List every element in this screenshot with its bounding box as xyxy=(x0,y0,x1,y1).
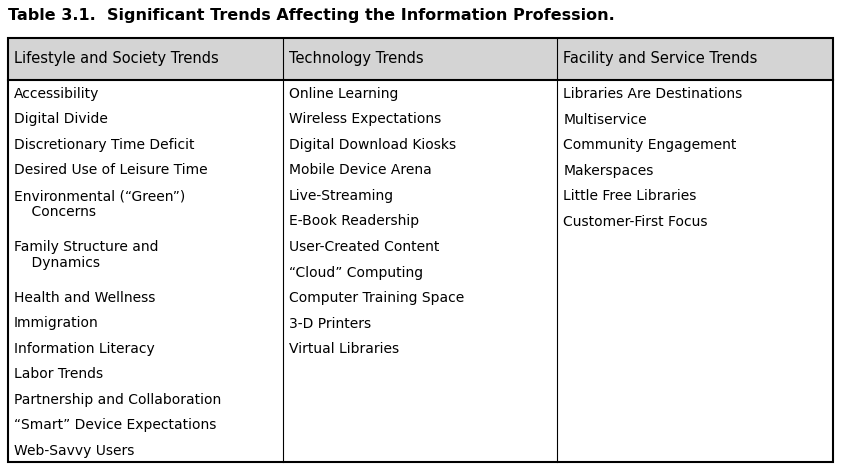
Text: Technology Trends: Technology Trends xyxy=(288,52,423,66)
Text: Live-Streaming: Live-Streaming xyxy=(288,189,394,203)
Text: Partnership and Collaboration: Partnership and Collaboration xyxy=(14,393,221,407)
Text: Discretionary Time Deficit: Discretionary Time Deficit xyxy=(14,138,194,152)
Bar xyxy=(8,38,283,80)
Bar xyxy=(558,38,833,80)
Text: Digital Divide: Digital Divide xyxy=(14,112,108,126)
Text: Accessibility: Accessibility xyxy=(14,87,99,101)
Text: Community Engagement: Community Engagement xyxy=(563,138,737,152)
Text: Libraries Are Destinations: Libraries Are Destinations xyxy=(563,87,743,101)
Bar xyxy=(558,80,833,462)
Text: E-Book Readership: E-Book Readership xyxy=(288,214,419,228)
Text: Immigration: Immigration xyxy=(14,316,98,330)
Text: Digital Download Kiosks: Digital Download Kiosks xyxy=(288,138,456,152)
Bar xyxy=(283,80,558,462)
Text: Little Free Libraries: Little Free Libraries xyxy=(563,189,697,203)
Bar xyxy=(283,38,558,80)
Text: Multiservice: Multiservice xyxy=(563,112,647,126)
Text: Environmental (“Green”)
    Concerns: Environmental (“Green”) Concerns xyxy=(14,189,185,219)
Text: Lifestyle and Society Trends: Lifestyle and Society Trends xyxy=(14,52,219,66)
Text: “Cloud” Computing: “Cloud” Computing xyxy=(288,266,423,280)
Text: Wireless Expectations: Wireless Expectations xyxy=(288,112,441,126)
Text: Makerspaces: Makerspaces xyxy=(563,164,653,178)
Text: Customer-First Focus: Customer-First Focus xyxy=(563,214,708,228)
Text: Labor Trends: Labor Trends xyxy=(14,368,103,382)
Text: “Smart” Device Expectations: “Smart” Device Expectations xyxy=(14,418,216,432)
Text: Table 3.1.  Significant Trends Affecting the Information Profession.: Table 3.1. Significant Trends Affecting … xyxy=(8,8,615,23)
Text: Online Learning: Online Learning xyxy=(288,87,398,101)
Bar xyxy=(8,80,283,462)
Text: User-Created Content: User-Created Content xyxy=(288,240,439,254)
Text: Facility and Service Trends: Facility and Service Trends xyxy=(563,52,758,66)
Text: Web-Savvy Users: Web-Savvy Users xyxy=(14,444,135,458)
Text: Computer Training Space: Computer Training Space xyxy=(288,291,464,305)
Text: Family Structure and
    Dynamics: Family Structure and Dynamics xyxy=(14,240,158,270)
Text: 3-D Printers: 3-D Printers xyxy=(288,316,371,330)
Text: Virtual Libraries: Virtual Libraries xyxy=(288,342,399,356)
Text: Information Literacy: Information Literacy xyxy=(14,342,155,356)
Text: Mobile Device Arena: Mobile Device Arena xyxy=(288,164,431,178)
Text: Desired Use of Leisure Time: Desired Use of Leisure Time xyxy=(14,164,208,178)
Text: Health and Wellness: Health and Wellness xyxy=(14,291,156,305)
